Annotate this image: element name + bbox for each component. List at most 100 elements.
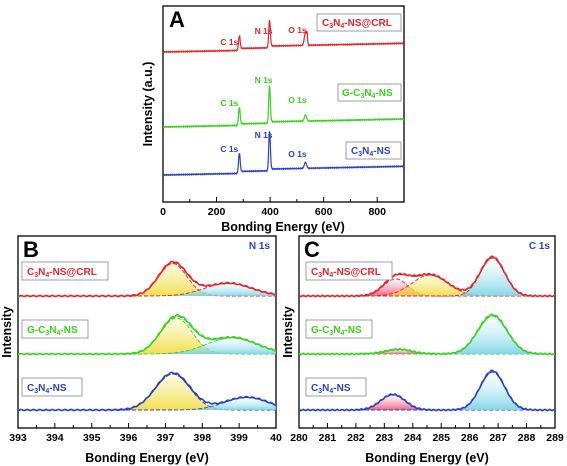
legend-a-ns-t5: -NS [373,146,391,157]
panel-b: B N 1s 393 394 395 396 397 398 399 40 Bonding E… [0,235,282,465]
series-c3n4-ns-survey-line [162,131,405,177]
legend-b-ns-t3: N [38,383,45,394]
legend-b-crl-t4: 4 [45,272,49,279]
panel-b-xtick-label: 398 [194,432,212,444]
legend-a-crl-t4: 4 [340,23,344,30]
legend-c-ns-t4: 4 [329,388,333,395]
legend-a-g: G-C3N4-NS [337,83,402,102]
legend-c-g-t4: 4 [340,330,344,337]
legend-a-ns-t2: 3 [358,151,362,158]
legend-c-g-t3: N [333,325,340,336]
panel-b-xtick-label: 40 [270,432,282,444]
panel-c-core-level: C 1s [529,241,551,252]
legend-b-ns-t2: 3 [34,388,38,395]
series-c3n4-ns-crl-spectrum-line [298,255,555,298]
panel-c-xtick-label: 289 [546,432,564,444]
legend-c-g: G-C3N4-NS [305,319,373,339]
svg-text:C3N4-NS: C3N4-NS [27,383,67,395]
legend-b-crl: C3N4-NS@CRL [21,261,109,281]
panel-a-xtick-label: 0 [160,206,166,218]
panel-b-xtick-label: 395 [83,432,101,444]
legend-c-g-t5: -NS [344,325,362,336]
legend-b-g-t3: N [49,325,56,336]
legend-b-g-t4: 4 [56,330,60,337]
series-c3n4-ns-spectrum-line [17,371,277,412]
legend-a-crl-t3: N [333,18,340,29]
legend-b-g-t5: -NS [60,325,78,336]
panel-c-ylabel: Intensity [281,306,295,357]
panel-b-letter: B [23,237,39,262]
legend-a-crl-t2: 3 [329,23,333,30]
panel-b-xtick-label: 393 [9,432,27,444]
panel-c-xtick-label: 285 [432,432,450,444]
panel-b-ticks: 393 394 395 396 397 398 399 40 [9,423,282,444]
legend-a-g-t2: 3 [360,93,364,100]
svg-text:G-C3N4-NS: G-C3N4-NS [27,325,78,337]
panel-c-xtick-label: 286 [461,432,479,444]
panel-c: C C 1s 280 281 282 283 284 285 286 287 288 289 Bo… [281,235,564,465]
series-c3n4-ns-crl-peak-label: C 1s [220,37,238,47]
legend-c-crl-t1: C [311,267,318,278]
panel-b-plot [17,260,277,412]
svg-text:C3N4-NS: C3N4-NS [351,146,391,158]
panel-a-xtick-label: 400 [261,206,279,218]
panel-b-xtick-label: 397 [157,432,175,444]
legend-b-ns: C3N4-NS [21,377,83,397]
panel-a-ylabel: Intensity (a.u.) [141,62,155,147]
legend-b-ns-t4: 4 [45,388,49,395]
series-g-c3n4-ns-peak-label: O 1s [288,95,307,105]
panel-a-ticks: 0 200 400 600 800 [160,197,405,218]
panel-b-ylabel: Intensity [0,306,14,357]
svg-text:G-C3N4-NS: G-C3N4-NS [311,325,362,337]
legend-b-ns-t5: -NS [49,383,67,394]
panel-c-xtick-label: 287 [489,432,507,444]
legend-b-ns-t1: C [27,383,34,394]
svg-text:C3N4-NS: C3N4-NS [311,383,351,395]
panel-a-xtick-label: 200 [208,206,226,218]
legend-a-g-t3: N [364,88,371,99]
panel-c-xtick-label: 288 [518,432,536,444]
legend-a-ns-t3: N [362,146,369,157]
panel-c-xtick-label: 282 [347,432,365,444]
series-c3n4-ns-spectrum-line [298,369,555,412]
legend-c-ns-t3: N [322,383,329,394]
series-c3n4-ns-component-fill [299,372,555,410]
svg-text:C3N4-NS@CRL: C3N4-NS@CRL [27,267,97,279]
panel-a-xlabel: Bonding Energy (eV) [221,220,345,234]
series-c3n4-ns-crl-peak-label: N 1s [255,26,273,36]
series-g-c3n4-ns-component-fill [299,316,555,354]
svg-text:C3N4-NS@CRL: C3N4-NS@CRL [311,267,381,279]
panel-c-xlabel: Bonding Energy (eV) [365,451,489,465]
panel-a-xtick-label: 600 [315,206,333,218]
series-c3n4-ns-crl-peak-label: O 1s [288,25,307,35]
legend-b-crl-t2: 3 [34,272,38,279]
panel-b-xtick-label: 394 [46,432,64,444]
panel-a-letter: A [169,7,185,32]
legend-a-crl-t1: C [322,18,329,29]
panel-a-lines [162,19,405,177]
series-c3n4-ns-peak-label: N 1s [255,130,273,140]
legend-b-crl-t5: -NS@CRL [49,267,97,278]
legend-c-g-t1: G-C [311,325,329,336]
series-c3n4-ns-crl-component-fill [299,275,555,296]
legend-c-ns-t2: 3 [318,388,322,395]
series-g-c3n4-ns-component-fill [18,337,276,354]
series-c3n4-ns-component-fill [18,374,276,410]
panel-c-plot [298,255,555,412]
panel-c-xtick-label: 280 [290,432,308,444]
legend-a-g-t5: -NS [375,88,393,99]
series-c3n4-ns-peak-label: O 1s [288,149,307,159]
panel-c-xtick-label: 281 [319,432,337,444]
legend-a-ns: C3N4-NS [345,141,402,160]
series-g-c3n4-ns-spectrum-line [298,313,555,356]
legend-c-ns-t5: -NS [333,383,351,394]
legend-b-crl-t3: N [38,267,45,278]
panel-b-core-level: N 1s [249,241,271,252]
legend-c-crl-t4: 4 [329,272,333,279]
legend-a-ns-t1: C [351,146,358,157]
series-g-c3n4-ns-spectrum-line [17,314,277,356]
panel-b-xlabel: Bonding Energy (eV) [85,451,209,465]
series-c3n4-ns-crl-survey-line [162,19,405,54]
legend-c-g-t2: 3 [329,330,333,337]
legend-b-crl-t1: C [27,267,34,278]
